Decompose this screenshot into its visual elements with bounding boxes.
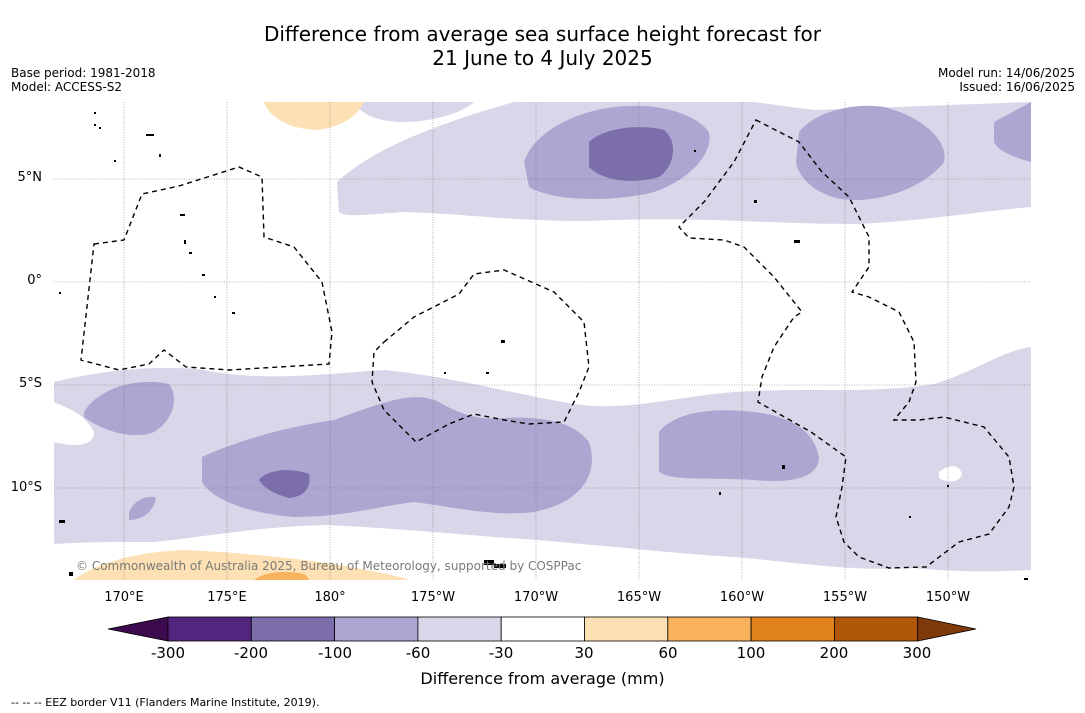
copyright-notice: © Commonwealth of Australia 2025, Bureau… xyxy=(76,559,582,573)
colorbar-seg-1 xyxy=(167,616,252,642)
colorbar-tick-2: -200 xyxy=(233,644,269,662)
colorbar-tick-8: 100 xyxy=(736,644,766,662)
lon-label-160w: 160°W xyxy=(719,590,765,605)
colorbar-seg-4 xyxy=(417,616,502,642)
colorbar-tick-6: 30 xyxy=(574,644,594,662)
colorbar-tick-7: 60 xyxy=(658,644,678,662)
contour-north-top xyxy=(354,102,474,122)
lon-label-180: 180° xyxy=(314,590,346,605)
contour-south-gap xyxy=(939,466,962,482)
colorbar-title: Difference from average (mm) xyxy=(420,669,665,688)
contour-south-mid-3 xyxy=(659,410,819,482)
meta-right: Model run: 14/06/2025 Issued: 16/06/2025 xyxy=(938,66,1075,94)
lon-label-155w: 155°W xyxy=(822,590,868,605)
grid-lines xyxy=(54,102,1031,580)
lat-label-0: 0° xyxy=(27,273,42,288)
colorbar-arrow-left xyxy=(107,616,169,642)
contour-north-mid-2 xyxy=(796,105,945,200)
eez-tuvalu-kiribati-west xyxy=(80,166,333,371)
model-name: Model: ACCESS-S2 xyxy=(11,80,123,94)
map-svg xyxy=(54,102,1031,580)
colorbar-tick-5: -30 xyxy=(488,644,514,662)
meta-left: Base period: 1981-2018 Model: ACCESS-S2 xyxy=(11,66,156,94)
lon-label-170w: 170°W xyxy=(513,590,559,605)
base-period: Base period: 1981-2018 xyxy=(11,66,156,80)
lon-label-150w: 150°W xyxy=(925,590,971,605)
map-area xyxy=(54,102,1031,580)
colorbar-tick-4: -60 xyxy=(405,644,431,662)
colorbar-tick-3: -100 xyxy=(317,644,353,662)
colorbar-seg-2 xyxy=(250,616,336,642)
colorbar-tick-1: -300 xyxy=(150,644,186,662)
contour-positive-bottom-inner xyxy=(254,572,309,580)
contour-north-dark xyxy=(589,127,674,181)
colorbar-seg-5 xyxy=(500,616,585,642)
title-line-2: 21 June to 4 July 2025 xyxy=(432,46,653,70)
issued-date: Issued: 16/06/2025 xyxy=(959,80,1075,94)
title-line-1: Difference from average sea surface heig… xyxy=(263,22,822,46)
lon-label-175w: 175°W xyxy=(410,590,456,605)
contour-south-mid-1 xyxy=(84,381,174,436)
colorbar-seg-7 xyxy=(667,616,752,642)
contour-positive-bottom xyxy=(74,550,409,580)
lat-label-5s: 5°S xyxy=(18,376,42,391)
colorbar-seg-8 xyxy=(750,616,835,642)
contour-north-mid-3 xyxy=(994,102,1031,162)
colorbar xyxy=(107,614,978,644)
contour-positive-top xyxy=(264,102,364,130)
eez-footnote: -- -- -- EEZ border V11 (Flanders Marine… xyxy=(11,696,320,709)
islands xyxy=(59,112,1028,580)
colorbar-tick-9: 200 xyxy=(819,644,849,662)
eez-borders xyxy=(80,119,1015,569)
lat-label-5n: 5°N xyxy=(17,170,43,185)
map-title: Difference from average sea surface heig… xyxy=(0,22,1085,70)
lat-label-10s: 10°S xyxy=(10,480,42,495)
lon-label-170e: 170°E xyxy=(104,590,144,605)
lon-label-165w: 165°W xyxy=(616,590,662,605)
colorbar-arrow-right xyxy=(917,616,977,642)
colorbar-svg xyxy=(107,616,977,642)
contour-south-dark xyxy=(259,470,310,498)
contour-south-mid-4 xyxy=(129,496,156,520)
colorbar-tick-10: 300 xyxy=(902,644,932,662)
colorbar-seg-9 xyxy=(834,616,919,642)
lon-label-175e: 175°E xyxy=(207,590,247,605)
colorbar-seg-3 xyxy=(334,616,419,642)
colorbar-seg-6 xyxy=(584,616,669,642)
model-run: Model run: 14/06/2025 xyxy=(937,66,1075,80)
